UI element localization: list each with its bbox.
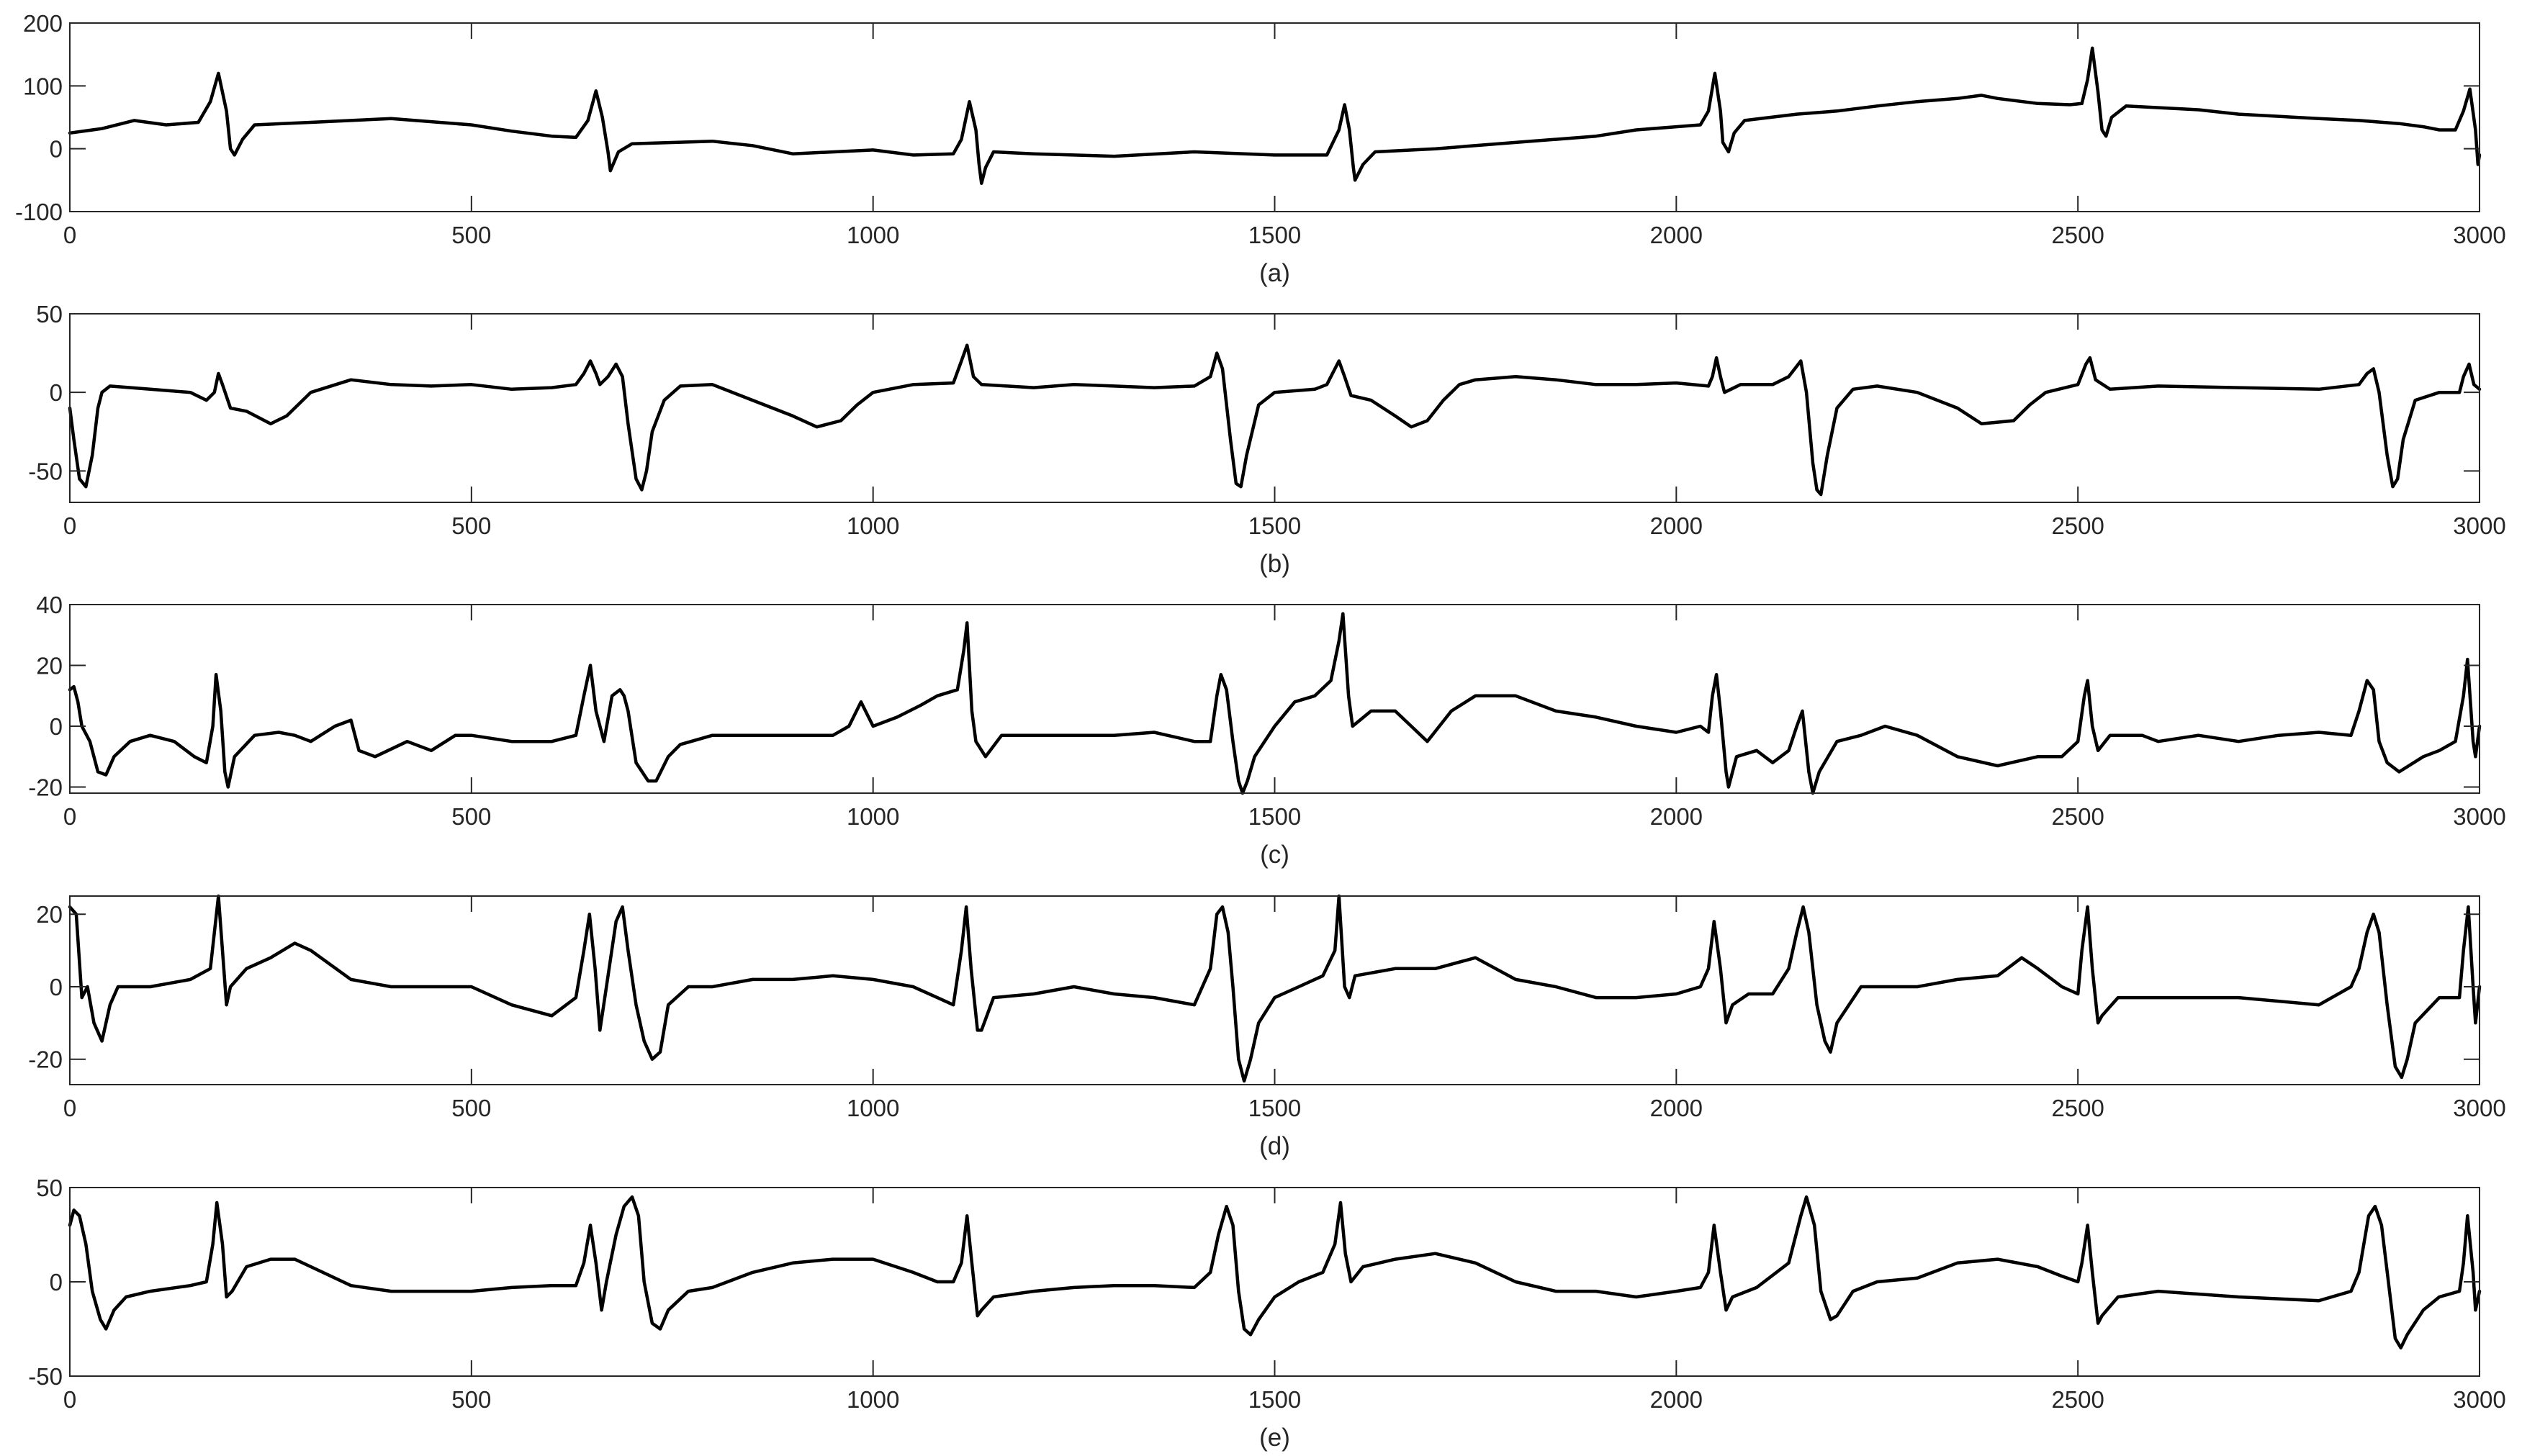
y-tick-label: 0 bbox=[50, 974, 63, 1000]
x-tick-label: 2500 bbox=[2051, 1095, 2104, 1121]
x-tick-label: 1500 bbox=[1248, 1095, 1301, 1121]
y-tick-label: 0 bbox=[50, 1269, 63, 1296]
panel-caption: (e) bbox=[1259, 1424, 1290, 1452]
x-tick-label: 3000 bbox=[2453, 803, 2505, 830]
x-tick-label: 0 bbox=[63, 803, 76, 830]
x-tick-label: 2000 bbox=[1650, 222, 1703, 248]
x-tick-label: 1000 bbox=[847, 803, 899, 830]
x-tick-label: 2000 bbox=[1650, 803, 1703, 830]
x-tick-label: 3000 bbox=[2453, 222, 2505, 248]
y-tick-label: 0 bbox=[50, 713, 63, 740]
x-tick-label: 0 bbox=[63, 222, 76, 248]
panel-caption: (b) bbox=[1259, 550, 1290, 578]
x-tick-label: 500 bbox=[451, 1095, 491, 1121]
x-tick-label: 3000 bbox=[2453, 512, 2505, 539]
y-tick-label: -50 bbox=[28, 458, 63, 484]
x-tick-label: 1500 bbox=[1248, 803, 1301, 830]
panel-caption: (c) bbox=[1260, 841, 1289, 869]
x-tick-label: 3000 bbox=[2453, 1386, 2505, 1413]
x-tick-label: 2500 bbox=[2051, 222, 2104, 248]
x-tick-label: 0 bbox=[63, 1386, 76, 1413]
y-tick-label: 50 bbox=[36, 301, 63, 327]
panel-caption: (d) bbox=[1259, 1132, 1290, 1160]
x-tick-label: 500 bbox=[451, 1386, 491, 1413]
x-tick-label: 2000 bbox=[1650, 1095, 1703, 1121]
y-tick-label: 100 bbox=[23, 73, 63, 99]
x-tick-label: 500 bbox=[451, 222, 491, 248]
x-tick-label: 500 bbox=[451, 512, 491, 539]
y-tick-label: -20 bbox=[28, 774, 63, 801]
x-tick-label: 2000 bbox=[1650, 1386, 1703, 1413]
x-tick-label: 0 bbox=[63, 1095, 76, 1121]
x-tick-label: 2500 bbox=[2051, 1386, 2104, 1413]
x-tick-label: 1500 bbox=[1248, 512, 1301, 539]
panel-caption: (a) bbox=[1259, 259, 1290, 287]
y-tick-label: -20 bbox=[28, 1046, 63, 1073]
series-line bbox=[68, 612, 2482, 795]
y-tick-label: 50 bbox=[36, 1175, 63, 1201]
y-tick-label: -100 bbox=[15, 199, 63, 225]
y-tick-label: -50 bbox=[28, 1363, 63, 1390]
x-tick-label: 1000 bbox=[847, 1095, 899, 1121]
y-tick-label: 0 bbox=[50, 379, 63, 406]
x-tick-label: 0 bbox=[63, 512, 76, 539]
x-tick-label: 2500 bbox=[2051, 512, 2104, 539]
x-tick-label: 1000 bbox=[847, 1386, 899, 1413]
x-tick-label: 1000 bbox=[847, 512, 899, 539]
y-tick-label: 0 bbox=[50, 136, 63, 163]
x-tick-label: 1000 bbox=[847, 222, 899, 248]
x-tick-label: 1500 bbox=[1248, 222, 1301, 248]
chart-panel-2: 0 500 1000 1500 2000 2500 3000 -50 0 50 (b) bbox=[28, 301, 2505, 578]
series-line bbox=[68, 343, 2482, 497]
y-tick-label: 40 bbox=[36, 592, 63, 618]
x-tick-label: 3000 bbox=[2453, 1095, 2505, 1121]
x-tick-label: 2500 bbox=[2051, 803, 2104, 830]
series-line bbox=[68, 1195, 2482, 1349]
x-tick-label: 1500 bbox=[1248, 1386, 1301, 1413]
x-tick-label: 500 bbox=[451, 803, 491, 830]
x-tick-label: 2000 bbox=[1650, 512, 1703, 539]
y-tick-label: 20 bbox=[36, 653, 63, 679]
series-line bbox=[68, 46, 2482, 185]
series-line bbox=[68, 894, 2482, 1083]
y-tick-label: 200 bbox=[23, 10, 63, 37]
y-tick-label: 20 bbox=[36, 901, 63, 928]
